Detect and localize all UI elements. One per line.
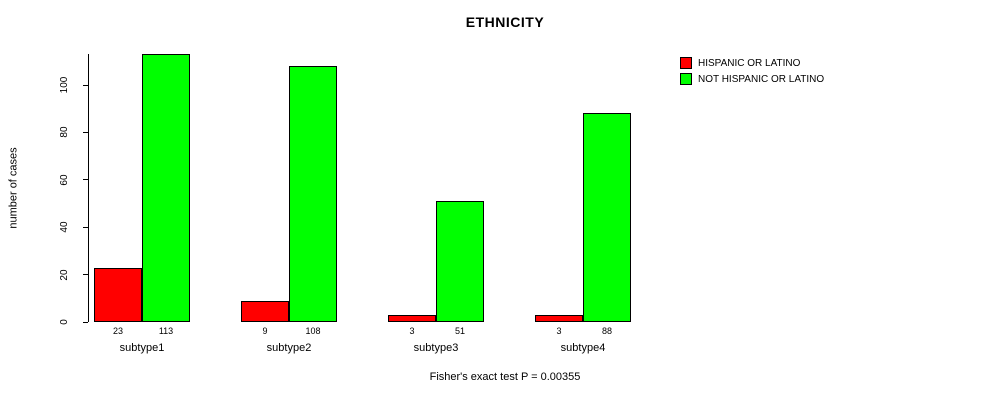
y-tick-mark — [83, 131, 88, 133]
x-category-label: subtype3 — [413, 342, 459, 354]
chart-title: ETHNICITY — [465, 14, 545, 30]
y-tick-mark — [83, 274, 88, 276]
legend-item: NOT HISPANIC OR LATINO — [680, 73, 824, 85]
y-tick-mark — [83, 84, 88, 86]
bar-value-label: 51 — [454, 326, 466, 336]
y-tick-label: 40 — [59, 221, 70, 233]
bar — [241, 300, 289, 322]
y-axis-label-text: number of cases — [8, 147, 21, 229]
y-tick-label: 100 — [59, 76, 70, 94]
bar-value-label: 3 — [409, 326, 415, 336]
y-tick-label: 80 — [59, 126, 70, 138]
y-tick-mark — [83, 179, 88, 181]
stat-annotation: Fisher's exact test P = 0.00355 — [429, 371, 581, 383]
bar-value-label: 113 — [158, 326, 174, 336]
y-tick-label: 20 — [59, 269, 70, 281]
bar — [142, 54, 190, 322]
bar — [583, 113, 631, 322]
x-category-label: subtype2 — [266, 342, 312, 354]
bar — [94, 267, 142, 322]
bar — [535, 314, 583, 322]
bar-value-label: 3 — [556, 326, 562, 336]
legend-swatch — [680, 57, 692, 69]
legend: HISPANIC OR LATINO NOT HISPANIC OR LATINO — [680, 57, 824, 85]
legend-item: HISPANIC OR LATINO — [680, 57, 824, 69]
bar-value-label: 9 — [262, 326, 268, 336]
bar — [388, 314, 436, 322]
legend-label: HISPANIC OR LATINO — [698, 57, 801, 69]
y-tick-label: 0 — [59, 319, 70, 325]
y-tick-mark — [83, 226, 88, 228]
bar-value-label: 88 — [601, 326, 613, 336]
plot-area: 0 20 40 60 80 100 23 113 subtype1 9 108 subtype2 3 51… — [59, 54, 664, 354]
bar — [289, 66, 337, 322]
legend-swatch — [680, 73, 692, 85]
x-category-label: subtype1 — [119, 342, 165, 354]
legend-label: NOT HISPANIC OR LATINO — [698, 73, 825, 85]
y-tick-mark — [83, 321, 88, 323]
bar-value-label: 108 — [305, 326, 321, 336]
y-tick-label: 60 — [59, 174, 70, 186]
bar — [436, 201, 484, 322]
bar-value-label: 23 — [112, 326, 124, 336]
x-category-label: subtype4 — [560, 342, 606, 354]
y-axis-label: number of cases — [0, 54, 28, 322]
